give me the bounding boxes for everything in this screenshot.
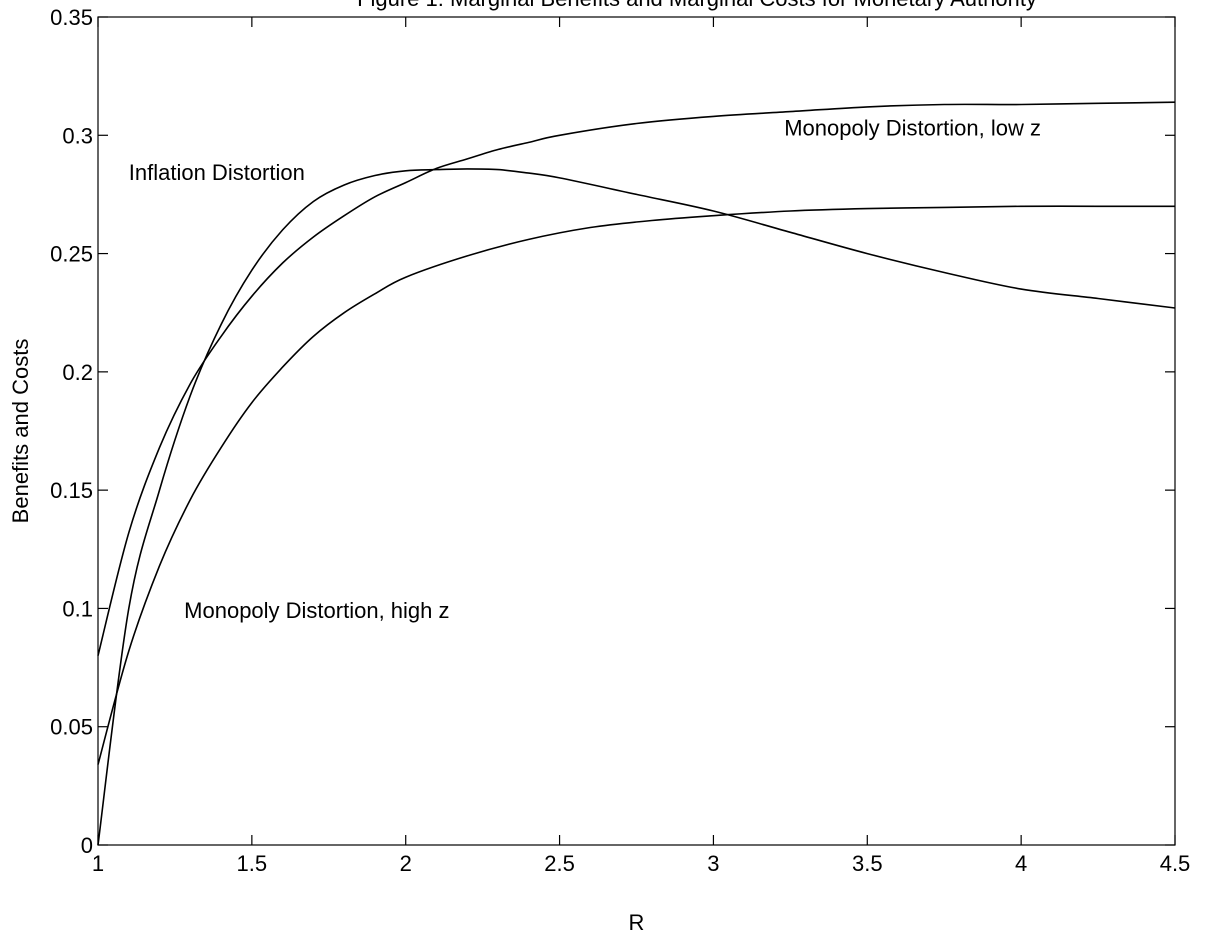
x-tick-labels: 1 1.5 2 2.5 3 3.5 4 4.5 [92, 851, 1190, 876]
x-tick-label: 3 [707, 851, 719, 876]
y-tick-label: 0.3 [62, 123, 93, 148]
series-lines [97, 101, 1176, 846]
x-tick-label: 3.5 [852, 851, 883, 876]
y-tick-label: 0.2 [62, 360, 93, 385]
x-tick-label: 1 [92, 851, 104, 876]
y-tick-label: 0.35 [50, 5, 93, 30]
chart-title: Figure 1: Marginal Benefits and Marginal… [357, 0, 1037, 11]
x-tick-label: 4.5 [1160, 851, 1191, 876]
plot-frame [97, 16, 1176, 846]
annotations: Inflation Distortion Monopoly Distortion,… [129, 115, 1041, 623]
series-line-1 [97, 168, 1176, 846]
y-tick-label: 0 [81, 833, 93, 858]
x-tick-label: 4 [1015, 851, 1027, 876]
y-tick-label: 0.25 [50, 242, 93, 267]
x-tick-label: 1.5 [237, 851, 268, 876]
series-line-2 [97, 101, 1176, 656]
y-tick-label: 0.15 [50, 478, 93, 503]
y-tick-label: 0.1 [62, 596, 93, 621]
y-tick-label: 0.05 [50, 715, 93, 740]
x-axis-label: R [629, 910, 645, 935]
annotation-label: Inflation Distortion [129, 160, 305, 185]
annotation-label: Monopoly Distortion, low z [784, 115, 1041, 140]
x-tick-label: 2 [400, 851, 412, 876]
x-tick-label: 2.5 [544, 851, 575, 876]
series-line-3 [97, 205, 1175, 765]
y-tick-labels: 0 0.05 0.1 0.15 0.2 0.25 0.3 0.35 [50, 5, 93, 858]
annotation-label: Monopoly Distortion, high z [184, 598, 449, 623]
y-axis-label: Benefits and Costs [8, 339, 33, 524]
tick-marks [97, 16, 1176, 846]
